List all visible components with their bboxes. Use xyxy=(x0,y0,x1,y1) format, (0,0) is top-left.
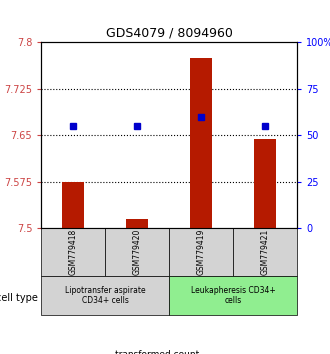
FancyBboxPatch shape xyxy=(233,228,297,276)
FancyBboxPatch shape xyxy=(41,276,169,315)
Bar xyxy=(190,58,212,228)
Title: GDS4079 / 8094960: GDS4079 / 8094960 xyxy=(106,27,233,40)
FancyBboxPatch shape xyxy=(169,228,233,276)
Bar xyxy=(254,138,276,228)
FancyBboxPatch shape xyxy=(105,228,169,276)
Text: GSM779421: GSM779421 xyxy=(260,229,270,275)
FancyBboxPatch shape xyxy=(169,276,297,315)
Bar xyxy=(62,182,84,228)
Text: GSM779418: GSM779418 xyxy=(69,229,78,275)
Text: GSM779419: GSM779419 xyxy=(197,229,206,275)
Text: GSM779420: GSM779420 xyxy=(133,229,142,275)
Bar xyxy=(126,219,148,228)
Text: transformed count: transformed count xyxy=(115,350,199,354)
Text: Leukapheresis CD34+
cells: Leukapheresis CD34+ cells xyxy=(191,286,276,305)
FancyBboxPatch shape xyxy=(41,228,105,276)
Text: Lipotransfer aspirate
CD34+ cells: Lipotransfer aspirate CD34+ cells xyxy=(65,286,146,305)
Text: cell type: cell type xyxy=(0,293,38,303)
